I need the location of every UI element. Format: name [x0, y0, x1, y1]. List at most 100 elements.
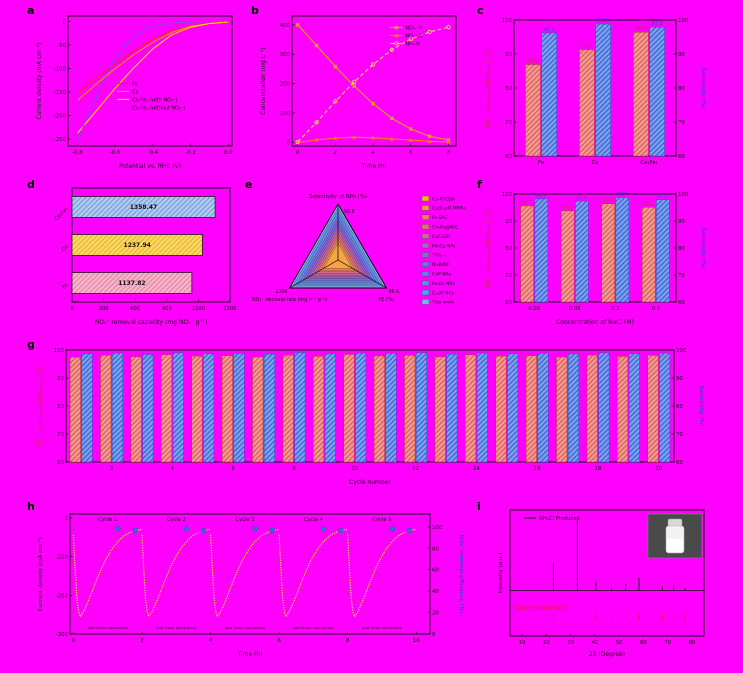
bar-removal-efficiency — [373, 355, 385, 463]
bar-chart-c: 60 60 70 70 80 80 90 90 100 100 86.9 96.2 Fe 91.3 98.8… — [486, 18, 706, 166]
bar-removal-efficiency — [343, 354, 355, 463]
bar-removal-efficiency — [579, 49, 595, 157]
cycle-label: Cycle 1 — [98, 517, 117, 523]
x-axis-title: NO₃⁻ removal capacity (mg NO₃⁻ g⁻¹) — [95, 319, 208, 326]
cycle-label: Cycle 2 — [167, 517, 186, 523]
y-tick-label-left: -200 — [56, 593, 69, 599]
x-tick-label: 8 — [346, 638, 350, 644]
bar-value-label: 91.3 — [581, 44, 592, 50]
legend-label: CoP NAs — [432, 272, 452, 278]
bar-value-label: 95.6 — [522, 200, 532, 206]
bar-removal-efficiency — [601, 203, 615, 303]
y-tick-label-left: 60 — [505, 300, 512, 306]
bar-value-label: 97.4 — [577, 195, 587, 201]
bar-selectivity — [446, 353, 458, 463]
panel-g-label: g — [27, 338, 35, 351]
x-tick-label: 30 — [567, 640, 574, 646]
y-tick-label-left: 0 — [65, 516, 69, 522]
bar-value-label: 93.8 — [563, 205, 573, 211]
bar-removal-efficiency — [617, 356, 629, 463]
x-tick-label: 6 — [409, 150, 413, 156]
y-tick-label-left: 100 — [502, 18, 513, 24]
legend-label: Pd-Cu NPs — [432, 243, 456, 249]
y-tick-label-right: 60 — [676, 460, 683, 466]
bar-chart-f: 60 60 70 70 80 80 90 90 100 100 95.6 98.2 0.02 93.8 97… — [486, 192, 706, 326]
legend-swatch — [421, 261, 430, 267]
x-tick-label: 10 — [519, 640, 526, 646]
y-tick-label-left: 80 — [57, 404, 64, 410]
bar-selectivity — [595, 23, 611, 157]
ternary-chart-e: Selectivity of NH₃ (%) 99.8 2206 NO₃⁻ remov… — [252, 194, 467, 306]
x-tick-label: 10 — [351, 466, 358, 472]
y-tick-label: 0 — [63, 20, 67, 26]
legend-label: Co₃O₄@NiO — [432, 225, 459, 231]
x-tick-label: Co — [591, 160, 598, 166]
bar-removal-efficiency — [313, 356, 325, 463]
legend-label: NO₃⁻-N — [405, 26, 423, 32]
y-tick-label-left: 60 — [505, 154, 512, 160]
y-tick-label-left: 70 — [505, 273, 512, 279]
x-tick-label: 600 — [130, 306, 140, 312]
series-line — [76, 21, 229, 141]
x-tick-label: 14 — [473, 466, 480, 472]
x-tick-label: 2 — [110, 466, 113, 472]
bar-value-label: 96.4 — [635, 26, 646, 32]
y-tick-label-left: -100 — [56, 555, 69, 561]
legend-swatch — [421, 299, 430, 305]
bar-selectivity — [507, 353, 519, 463]
line-chart-b: 0 2 4 6 8 0 100 200 300 400 Time (h) Concentration … — [260, 15, 457, 170]
x-tick-label: 900 — [162, 306, 172, 312]
bar-selectivity — [385, 353, 397, 463]
x-tick-label: 0.1 — [611, 306, 620, 312]
current-curve — [278, 528, 348, 619]
efficiency-dot — [338, 527, 344, 534]
sample-legend-label: NH₄Cl Produced — [539, 516, 580, 522]
x-tick-label: 0.2 — [651, 306, 660, 312]
y-tick-label: -100 — [54, 67, 67, 73]
series-line — [297, 24, 449, 141]
bar-removal-efficiency — [633, 31, 649, 157]
plot-frame — [69, 513, 431, 635]
bar-removal-efficiency — [69, 357, 81, 463]
axis-label-top: Selectivity of NH₃ (%) — [309, 194, 367, 200]
x-tick-label: 4 — [209, 638, 213, 644]
panel-f: f 60 60 70 70 80 80 90 90 100 100 95.6 98.2 0.02 93.8… — [477, 178, 712, 332]
y-tick-label-right: 90 — [676, 376, 683, 382]
bar-selectivity — [534, 198, 549, 303]
bar-removal-efficiency — [641, 206, 656, 303]
x-tick-label: 0 — [70, 306, 73, 312]
x-tick-label: 18 — [595, 466, 602, 472]
panel-h-label: h — [27, 500, 35, 513]
bar-selectivity — [203, 353, 215, 463]
panel-c-label: c — [477, 4, 484, 17]
bar-removal-efficiency — [465, 354, 477, 463]
legend-label: CuCoSP — [432, 234, 450, 240]
bar-selectivity — [615, 197, 630, 303]
plot-frame — [65, 349, 675, 463]
y-tick-label-right: 100 — [678, 192, 689, 198]
bar-value-label: 86.9 — [527, 59, 538, 65]
panel-b-label: b — [251, 4, 259, 17]
y-axis-title-left: NO₃⁻ removal efficiency (%) — [486, 49, 492, 127]
legend-label: Co₁Fe₁ (With NO₃⁻) — [132, 97, 177, 103]
x-tick-label: 0.02 — [528, 306, 540, 312]
legend-label: Co₁Fe₁ (Without NO₃⁻) — [132, 105, 185, 111]
white-powder — [667, 539, 683, 552]
chart-i-xrd-pattern: 10 20 30 40 50 60 70 80 2θ (Degree) Intensity (a.… — [498, 509, 705, 658]
y-tick-label: -50 — [57, 43, 66, 49]
y-tick-label-left: 60 — [57, 460, 64, 466]
legend-swatch — [421, 289, 430, 296]
bar-selectivity — [142, 354, 154, 463]
y-tick-label-left: 90 — [505, 219, 512, 225]
panel-b: b 0 2 4 6 8 0 100 200 300 400 Time (h) Concentratio… — [251, 4, 464, 176]
legend-label: Co — [132, 89, 138, 95]
bar-selectivity — [537, 353, 549, 463]
bar-selectivity — [111, 352, 123, 463]
panel-d-label: d — [27, 178, 35, 191]
x-tick-label: 50 — [616, 640, 623, 646]
bar-removal-efficiency — [404, 355, 416, 463]
line-chart-a: -0.8 -0.6 -0.4 -0.2 0.0 0 -50 -100 -150 -200 -250 P… — [36, 15, 233, 170]
efficiency-dot — [269, 527, 275, 533]
current-curve — [347, 528, 417, 619]
x-tick-label: 70 — [664, 640, 671, 646]
